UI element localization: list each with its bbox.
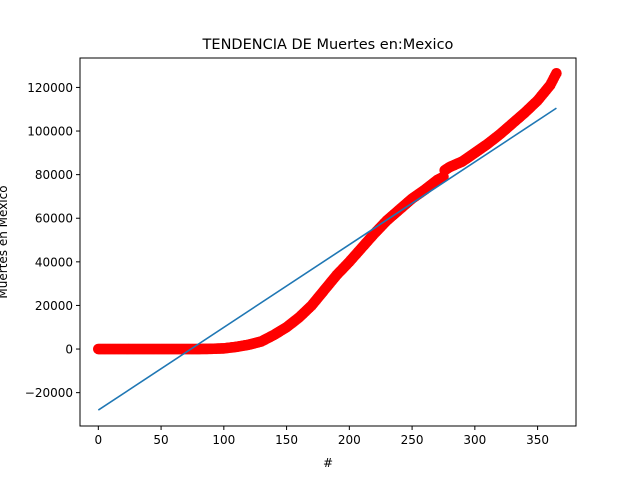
axes-frame <box>79 57 577 427</box>
x-tick-label: 150 <box>275 433 298 447</box>
y-tick-label: 40000 <box>35 255 73 269</box>
x-tick-label: 250 <box>401 433 424 447</box>
data-point <box>551 67 562 79</box>
y-tick-label: 0 <box>65 343 73 357</box>
x-tick-label: 200 <box>338 433 361 447</box>
y-tick-label: −20000 <box>25 386 73 400</box>
y-tick-label: 120000 <box>27 81 73 95</box>
plot-area <box>93 67 562 411</box>
x-axis-label: # <box>323 456 333 470</box>
x-tick-label: 350 <box>526 433 549 447</box>
y-axis-ticks: −20000 0 20000 40000 60000 80000 100000 120000 <box>25 81 80 400</box>
x-tick-label: 100 <box>212 433 235 447</box>
y-tick-label: 100000 <box>27 125 73 139</box>
deaths-scatter-series <box>93 67 562 355</box>
y-axis-label: Muertes en Mexico <box>0 185 10 298</box>
trend-line <box>97 107 557 411</box>
x-tick-label: 300 <box>463 433 486 447</box>
x-axis-ticks: 0 50 100 150 200 250 300 350 <box>95 426 549 447</box>
y-tick-label: 20000 <box>35 299 73 313</box>
x-tick-label: 50 <box>153 433 168 447</box>
x-tick-label: 0 <box>95 433 103 447</box>
y-tick-label: 60000 <box>35 212 73 226</box>
y-tick-label: 80000 <box>35 168 73 182</box>
chart-title: TENDENCIA DE Muertes en:Mexico <box>202 37 454 53</box>
